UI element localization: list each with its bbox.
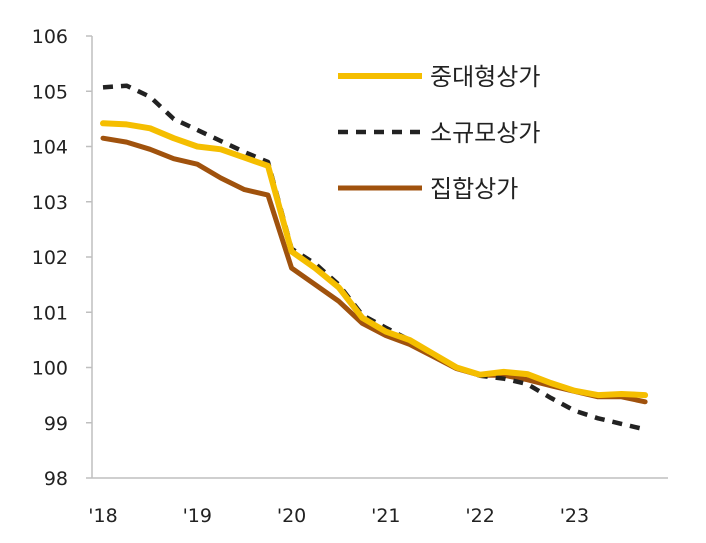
y-tick-label: 102	[32, 247, 68, 269]
series-line-2	[100, 135, 648, 405]
x-tick-label: '18	[88, 505, 117, 527]
x-tick-group: '18 '19 '20 '21 '22 '23	[88, 505, 589, 527]
y-tick-label: 104	[32, 137, 68, 159]
y-tick-label: 99	[44, 413, 68, 435]
y-tick-label: 100	[32, 358, 68, 380]
x-tick-label: '19	[183, 505, 212, 527]
x-tick-label: '22	[465, 505, 494, 527]
x-tick-label: '21	[371, 505, 400, 527]
x-tick-label: '20	[277, 505, 306, 527]
y-tick-label: 103	[32, 192, 68, 214]
legend-label-1: 소규모상가	[430, 119, 540, 147]
legend-label-2: 집합상가	[430, 175, 518, 203]
legend-label-0: 중대형상가	[430, 63, 540, 91]
y-tick-label: 106	[32, 26, 68, 48]
series-line-0	[100, 120, 649, 399]
series-line-1	[102, 83, 646, 432]
y-tick-label: 98	[44, 468, 68, 490]
x-tick-label: '23	[560, 505, 589, 527]
y-tick-label: 101	[32, 302, 68, 324]
y-tick-label: 105	[32, 81, 68, 103]
series-group	[100, 83, 649, 432]
y-tick-group: 98 99 100 101 102 103 104 105 106	[32, 26, 92, 490]
